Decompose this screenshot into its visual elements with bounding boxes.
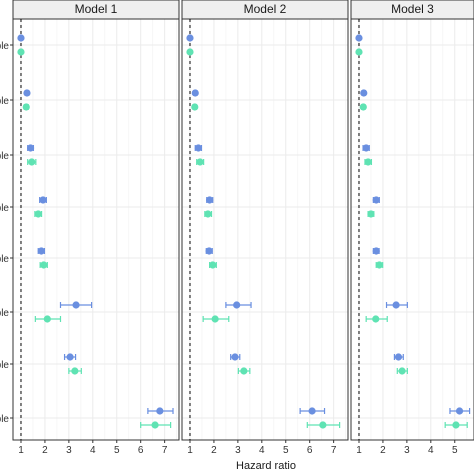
x-tick-label: 1 [187, 445, 193, 456]
facet-title: Model 3 [391, 2, 434, 16]
x-tick-label: 4 [90, 445, 96, 456]
panel-border [12, 18, 180, 441]
x-tick-label: 3 [235, 445, 241, 456]
axes-layer: 1 2 3 4 5 6 7 1 2 3 4 5 6 7 1 2 3 4 5 ble ble ble ble ble ble ble… [0, 41, 458, 456]
panels-layer: Model 1 Model 2 Model 3 [12, 0, 474, 441]
hazard-ratio-point [452, 421, 460, 429]
hazard-ratio-point [372, 196, 380, 204]
hazard-ratio-point [367, 210, 375, 218]
x-tick-label: 5 [114, 445, 120, 456]
y-tick-label: ble [0, 360, 9, 371]
grid-layer [13, 19, 474, 440]
hazard-ratio-point [355, 34, 363, 42]
y-tick-label: ble [0, 203, 9, 214]
hazard-ratio-point [204, 210, 212, 218]
hazard-ratio-point [22, 103, 30, 111]
hazard-ratio-point [372, 315, 380, 323]
hazard-ratio-point [231, 353, 239, 361]
marks-layer [17, 19, 471, 440]
hazard-ratio-point [66, 353, 74, 361]
x-tick-label: 3 [66, 445, 72, 456]
hazard-ratio-point [372, 247, 380, 255]
hazard-ratio-point [17, 34, 25, 42]
hazard-ratio-point [392, 301, 400, 309]
hazard-ratio-point [319, 421, 327, 429]
x-tick-label: 2 [42, 445, 48, 456]
hazard-ratio-point [71, 367, 79, 375]
x-tick-label: 3 [404, 445, 410, 456]
hazard-ratio-point [360, 89, 368, 97]
hazard-ratio-point [196, 158, 204, 166]
hazard-ratio-point [37, 247, 45, 255]
y-tick-label: ble [0, 96, 9, 107]
x-tick-label: 7 [162, 445, 168, 456]
hazard-ratio-point [43, 315, 51, 323]
y-tick-label: ble [0, 254, 9, 265]
hazard-ratio-point [209, 261, 217, 269]
hazard-ratio-point [151, 421, 159, 429]
hazard-ratio-point [355, 48, 363, 56]
hazard-ratio-point [34, 210, 42, 218]
hazard-ratio-point [156, 407, 164, 415]
hazard-ratio-point [194, 144, 202, 152]
hazard-ratio-point [28, 158, 36, 166]
x-tick-label: 5 [452, 445, 458, 456]
hazard-ratio-point [186, 48, 194, 56]
panel-border [350, 18, 474, 441]
x-tick-label: 1 [356, 445, 362, 456]
hazard-ratio-point [191, 89, 199, 97]
hazard-ratio-point [375, 261, 383, 269]
panel-border [181, 18, 349, 441]
x-tick-label: 2 [380, 445, 386, 456]
hazard-ratio-point [364, 158, 372, 166]
hazard-ratio-point [206, 196, 214, 204]
hazard-ratio-point [72, 301, 80, 309]
hazard-ratio-point [205, 247, 213, 255]
x-tick-label: 2 [211, 445, 217, 456]
hazard-ratio-point [308, 407, 316, 415]
hazard-ratio-point [211, 315, 219, 323]
y-tick-label: ble [0, 308, 9, 319]
hazard-ratio-point [240, 367, 248, 375]
hazard-ratio-point [186, 34, 194, 42]
hazard-ratio-point [39, 196, 47, 204]
x-tick-label: 7 [331, 445, 337, 456]
facet-title: Model 2 [244, 2, 287, 16]
facet-title: Model 1 [75, 2, 118, 16]
hazard-ratio-point [26, 144, 35, 152]
hazard-ratio-point [233, 301, 241, 309]
hazard-ratio-point [17, 48, 25, 56]
x-tick-label: 4 [428, 445, 434, 456]
y-tick-label: ble [0, 151, 9, 162]
y-tick-label: ble [0, 41, 9, 52]
x-tick-label: 6 [307, 445, 313, 456]
hazard-ratio-point [394, 353, 403, 361]
hazard-ratio-point [40, 261, 48, 269]
hazard-ratio-point [398, 367, 406, 375]
hazard-ratio-point [455, 407, 464, 415]
hazard-ratio-point [23, 89, 31, 97]
y-tick-label: ble [0, 414, 9, 425]
x-tick-label: 6 [138, 445, 144, 456]
hazard-ratio-point [362, 144, 370, 152]
x-tick-label: 5 [283, 445, 289, 456]
x-axis-title: Hazard ratio [236, 460, 296, 472]
x-tick-label: 4 [259, 445, 265, 456]
hazard-ratio-point [191, 103, 199, 111]
x-tick-label: 1 [18, 445, 24, 456]
hazard-ratio-point [359, 103, 367, 111]
